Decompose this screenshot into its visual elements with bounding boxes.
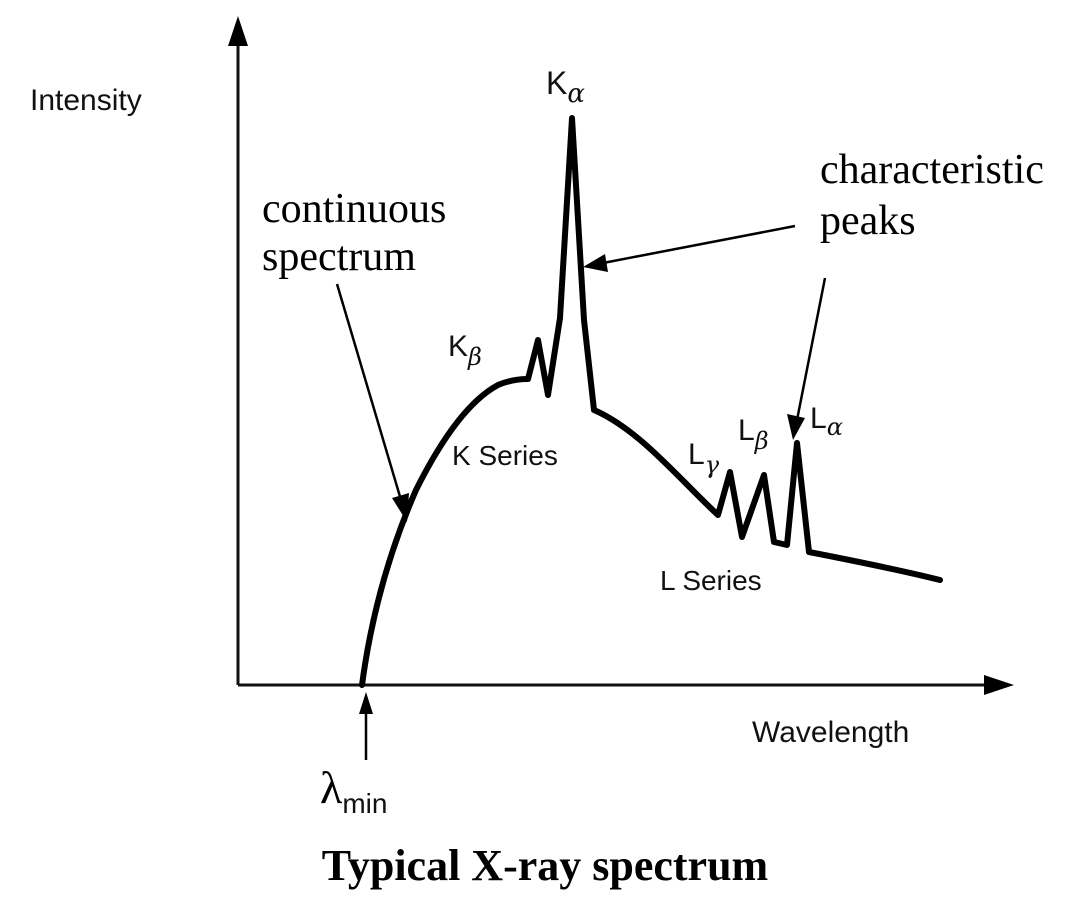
y-axis-arrowhead: [228, 16, 248, 46]
k-alpha-pointer: [583, 224, 796, 272]
l-alpha-pointer-line: [795, 277, 827, 421]
k-series-label: K Series: [452, 440, 558, 471]
x-axis-label: Wavelength: [752, 716, 909, 749]
k-beta-label: Kβ: [448, 330, 482, 371]
l-alpha-pointer-arrowhead: [787, 414, 805, 440]
l-alpha-pointer: [787, 277, 827, 440]
figure-caption: Typical X-ray spectrum: [322, 841, 768, 890]
continuous-label-line1: continuous: [262, 186, 446, 232]
l-gamma-label: Lγ: [688, 438, 720, 479]
lambda-min-pointer: [359, 692, 373, 760]
axes: [228, 16, 1014, 695]
continuous-label-line2: spectrum: [262, 234, 416, 280]
l-series-label: L Series: [660, 565, 762, 596]
k-alpha-pointer-line: [602, 224, 796, 265]
continuous-spectrum-pointer: [335, 283, 409, 522]
characteristic-label-line2: peaks: [820, 198, 916, 244]
l-beta-label: Lβ: [738, 414, 769, 455]
y-axis-label: Intensity: [30, 84, 142, 117]
continuous-pointer-line: [335, 283, 403, 501]
lambda-min-pointer-arrowhead: [359, 692, 373, 714]
lambda-min-label: λmin: [320, 762, 387, 819]
continuous-pointer-arrowhead: [392, 493, 409, 522]
lambda-symbol: λ: [320, 762, 343, 813]
k-alpha-pointer-arrowhead: [583, 254, 608, 272]
k-alpha-label: Kα: [546, 65, 585, 109]
x-axis-arrowhead: [984, 675, 1014, 695]
characteristic-label-line1: characteristic: [820, 147, 1044, 193]
l-alpha-label: Lα: [810, 402, 843, 441]
lambda-subscript: min: [342, 788, 387, 819]
